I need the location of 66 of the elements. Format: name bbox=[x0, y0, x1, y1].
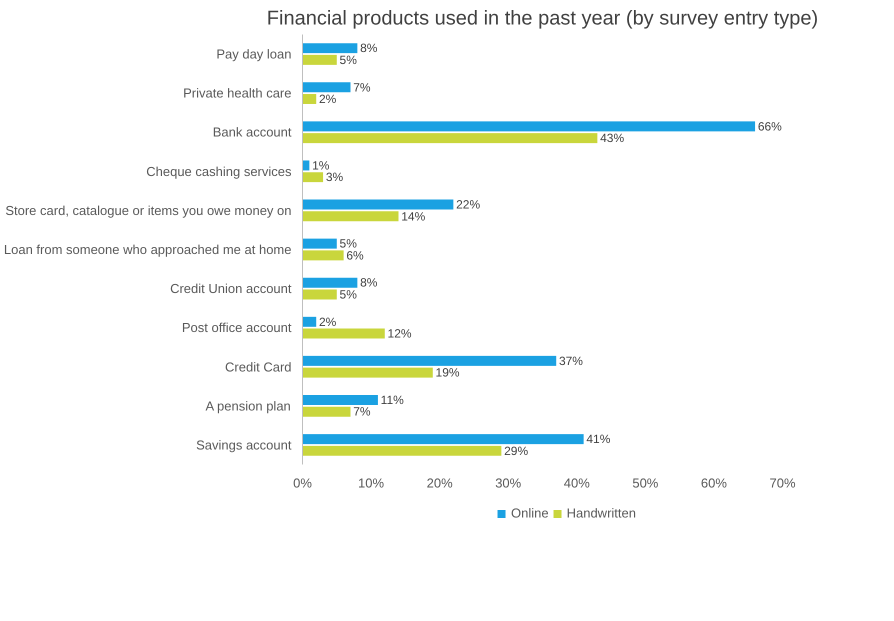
bar bbox=[302, 356, 556, 366]
y-tick-label: Post office account bbox=[182, 320, 292, 336]
y-tick-label: Private health care bbox=[183, 86, 292, 101]
bar bbox=[302, 395, 378, 405]
bar bbox=[302, 434, 584, 444]
bar bbox=[302, 121, 756, 132]
y-tick-label: Savings account bbox=[196, 437, 292, 452]
data-label: 22% bbox=[456, 198, 480, 212]
data-label: 29% bbox=[504, 444, 528, 458]
bar bbox=[302, 200, 454, 210]
x-tick-label: 60% bbox=[700, 476, 728, 490]
data-label: 2% bbox=[318, 92, 337, 106]
x-tick-label: 0% bbox=[293, 476, 312, 490]
data-label: 66% bbox=[758, 119, 782, 134]
data-label: 11% bbox=[380, 393, 404, 407]
bar bbox=[302, 82, 350, 92]
data-label: 19% bbox=[436, 366, 460, 380]
bar bbox=[302, 133, 598, 144]
x-tick-label: 40% bbox=[564, 476, 590, 490]
bar bbox=[302, 328, 385, 339]
y-tick-label: Credit Card bbox=[225, 359, 292, 374]
legend-label: Handwritten bbox=[566, 506, 636, 520]
y-tick-label: Credit Union account bbox=[170, 281, 292, 296]
bar bbox=[302, 278, 358, 288]
bar bbox=[302, 368, 433, 378]
bar bbox=[302, 172, 324, 182]
data-label: 1% bbox=[312, 158, 330, 172]
y-tick-label: Bank account bbox=[212, 124, 292, 140]
bar bbox=[302, 43, 358, 54]
data-label: 12% bbox=[388, 326, 412, 341]
data-label: 6% bbox=[346, 248, 364, 262]
y-tick-label: Store card, catalogue or items you owe money on bbox=[5, 202, 292, 218]
data-label: 43% bbox=[600, 131, 624, 146]
data-label: 7% bbox=[353, 404, 371, 419]
chart-title: Financial products used in the past year (by survey entry type) bbox=[266, 8, 818, 30]
data-label: 5% bbox=[340, 287, 358, 302]
y-tick-label: Loan from someone who approached me at home bbox=[4, 242, 292, 257]
data-label: 14% bbox=[401, 209, 426, 224]
data-label: 8% bbox=[360, 276, 378, 290]
bar bbox=[302, 54, 337, 65]
data-label: 8% bbox=[360, 41, 378, 56]
data-label: 3% bbox=[326, 170, 344, 184]
y-tick-label: Cheque cashing services bbox=[146, 164, 292, 179]
bar bbox=[302, 211, 398, 222]
x-tick-label: 70% bbox=[769, 476, 796, 490]
y-tick-label: Pay day loan bbox=[216, 46, 292, 62]
y-tick-label: A pension plan bbox=[205, 398, 291, 414]
legend-label: Online bbox=[511, 506, 549, 520]
x-tick-label: 30% bbox=[495, 476, 522, 490]
bar bbox=[302, 289, 337, 300]
x-tick-label: 50% bbox=[632, 476, 659, 490]
data-label: 5% bbox=[340, 236, 358, 251]
data-label: 2% bbox=[318, 314, 337, 329]
bar bbox=[302, 316, 316, 327]
bar bbox=[302, 250, 344, 260]
data-label: 41% bbox=[586, 432, 611, 446]
bar bbox=[302, 446, 502, 456]
bar bbox=[302, 94, 316, 104]
data-label: 5% bbox=[340, 52, 358, 67]
bar bbox=[302, 406, 350, 417]
bar bbox=[302, 160, 310, 170]
bar bbox=[302, 238, 337, 249]
x-tick-label: 20% bbox=[426, 476, 454, 490]
data-label: 7% bbox=[353, 80, 371, 94]
x-tick-label: 10% bbox=[358, 476, 385, 490]
data-label: 37% bbox=[558, 354, 584, 368]
